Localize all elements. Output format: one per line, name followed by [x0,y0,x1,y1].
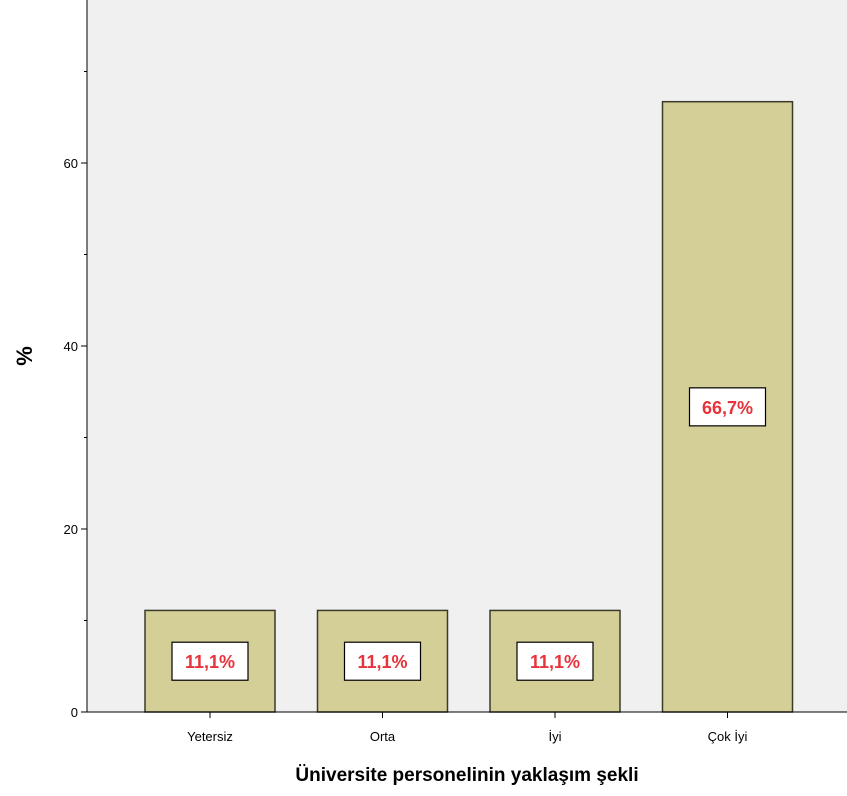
data-label: 11,1% [357,652,407,672]
x-tick-label: Yetersiz [187,729,233,744]
data-label-box [516,641,594,681]
data-label: 11,1% [530,652,580,672]
x-axis: Yetersiz Orta İyi Çok İyi [87,711,847,744]
y-tick-label: 20 [64,522,78,537]
bars: 11,1% 11,1% 11,1% 66,7% [144,100,794,713]
data-label: 11,1% [185,652,235,672]
y-axis: 0 20 40 60 [64,0,88,720]
y-tick-label: 40 [64,339,78,354]
y-axis-title: % [12,346,37,366]
x-tick-label: Orta [370,729,396,744]
y-tick-label: 60 [64,156,78,171]
x-tick-label: Çok İyi [708,729,748,744]
data-label-box [343,641,422,681]
data-label-box [688,387,767,427]
data-label-box [171,641,249,681]
x-tick-label: İyi [549,729,562,744]
x-axis-title: Üniversite personelinin yaklaşım şekli [295,765,638,786]
y-tick-label: 0 [71,705,78,720]
data-label: 66,7% [702,398,753,418]
